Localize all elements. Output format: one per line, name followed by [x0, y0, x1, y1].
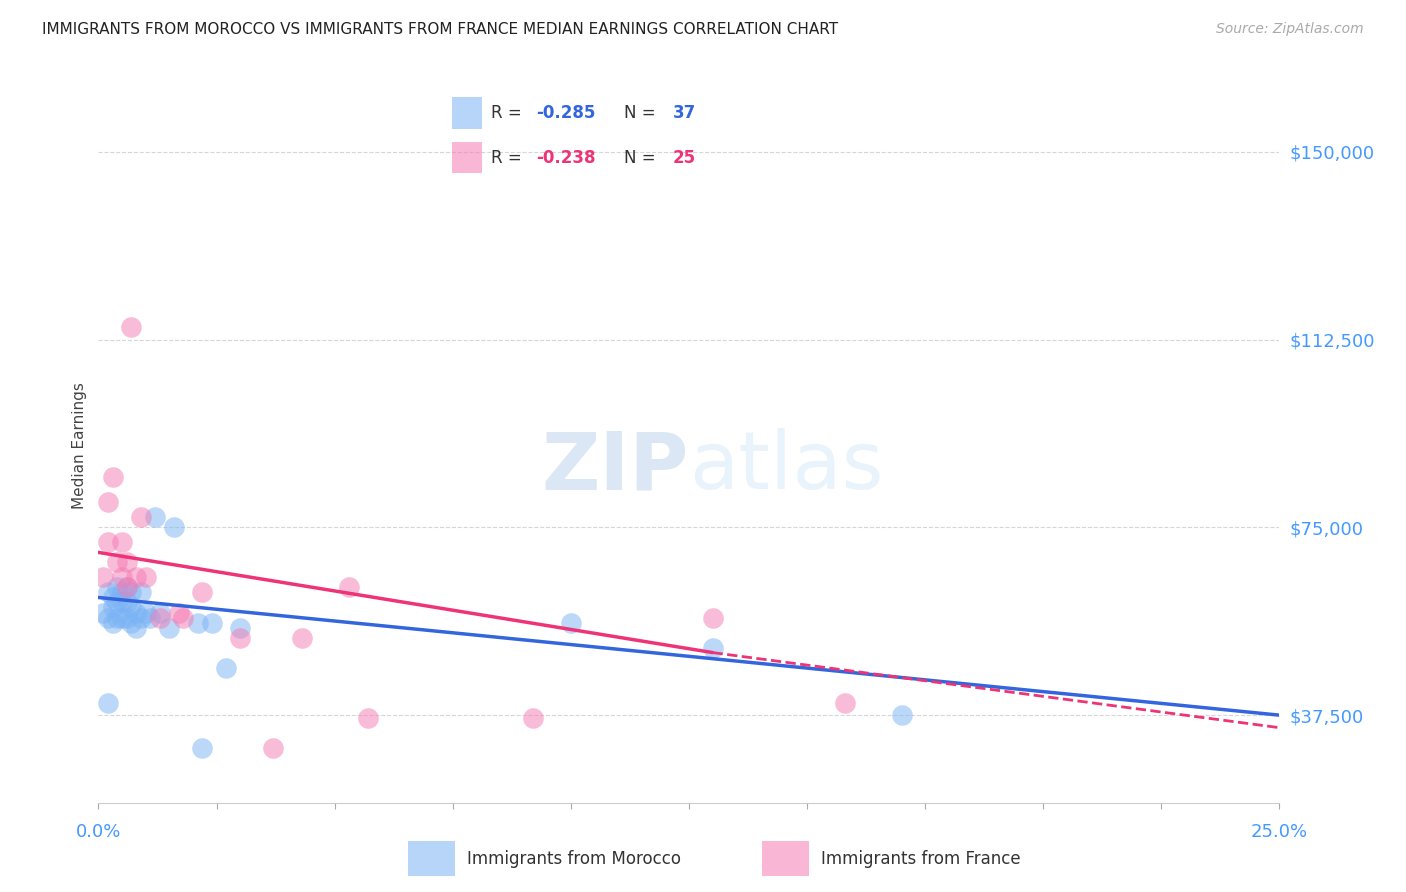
Point [149, 606, 172, 620]
Point [135, 570, 157, 584]
Text: -0.238: -0.238 [537, 149, 596, 167]
Point [97, 610, 120, 624]
Point [101, 615, 124, 630]
Point [111, 570, 134, 584]
Point [201, 615, 224, 630]
Point [129, 585, 152, 599]
Text: N =: N = [624, 103, 655, 121]
Point [163, 520, 186, 534]
Point [187, 615, 209, 630]
Point [111, 595, 134, 609]
Point [105, 595, 128, 609]
Point [91, 606, 114, 620]
Point [167, 606, 190, 620]
Point [139, 610, 162, 624]
Point [101, 470, 124, 484]
Point [125, 621, 148, 635]
Point [101, 600, 124, 615]
Point [97, 585, 120, 599]
Bar [762, 841, 810, 876]
Point [129, 610, 152, 624]
Point [702, 610, 724, 624]
Point [290, 631, 312, 645]
Point [111, 585, 134, 599]
Point [191, 585, 214, 599]
Point [115, 581, 138, 595]
Text: 37: 37 [672, 103, 696, 121]
Point [129, 510, 152, 524]
Text: R =: R = [491, 149, 522, 167]
Point [191, 740, 214, 755]
Point [229, 621, 252, 635]
Point [121, 615, 143, 630]
Point [121, 585, 143, 599]
Text: 25: 25 [672, 149, 696, 167]
Point [890, 708, 912, 723]
Point [97, 495, 120, 509]
Point [834, 696, 856, 710]
Text: R =: R = [491, 103, 522, 121]
Point [97, 696, 120, 710]
Point [115, 610, 138, 624]
Point [149, 610, 172, 624]
Point [115, 581, 138, 595]
Text: Immigrants from France: Immigrants from France [821, 849, 1021, 868]
Point [111, 535, 134, 549]
Bar [408, 841, 456, 876]
Y-axis label: Median Earnings: Median Earnings [72, 383, 87, 509]
Text: IMMIGRANTS FROM MOROCCO VS IMMIGRANTS FROM FRANCE MEDIAN EARNINGS CORRELATION CH: IMMIGRANTS FROM MOROCCO VS IMMIGRANTS FR… [42, 22, 838, 37]
Point [702, 640, 724, 655]
Text: 0.0%: 0.0% [76, 822, 121, 841]
Point [115, 556, 138, 570]
Text: -0.285: -0.285 [537, 103, 596, 121]
Point [115, 595, 138, 609]
Point [91, 570, 114, 584]
Point [135, 606, 157, 620]
Point [125, 606, 148, 620]
Point [111, 610, 134, 624]
Point [229, 631, 252, 645]
Text: N =: N = [624, 149, 655, 167]
Point [215, 660, 238, 674]
Point [560, 615, 582, 630]
Point [105, 610, 128, 624]
Bar [451, 142, 482, 173]
Point [105, 581, 128, 595]
Point [172, 610, 194, 624]
Point [97, 535, 120, 549]
Text: ZIP: ZIP [541, 428, 689, 507]
Point [262, 740, 284, 755]
Bar [451, 96, 482, 128]
Text: 25.0%: 25.0% [1251, 822, 1308, 841]
Text: Immigrants from Morocco: Immigrants from Morocco [467, 849, 681, 868]
Point [105, 556, 128, 570]
Point [143, 510, 166, 524]
Text: Source: ZipAtlas.com: Source: ZipAtlas.com [1216, 22, 1364, 37]
Point [337, 581, 360, 595]
Text: atlas: atlas [689, 428, 883, 507]
Point [121, 600, 143, 615]
Point [101, 591, 124, 605]
Point [357, 711, 380, 725]
Point [157, 621, 180, 635]
Point [121, 320, 143, 334]
Point [522, 711, 544, 725]
Point [125, 570, 148, 584]
